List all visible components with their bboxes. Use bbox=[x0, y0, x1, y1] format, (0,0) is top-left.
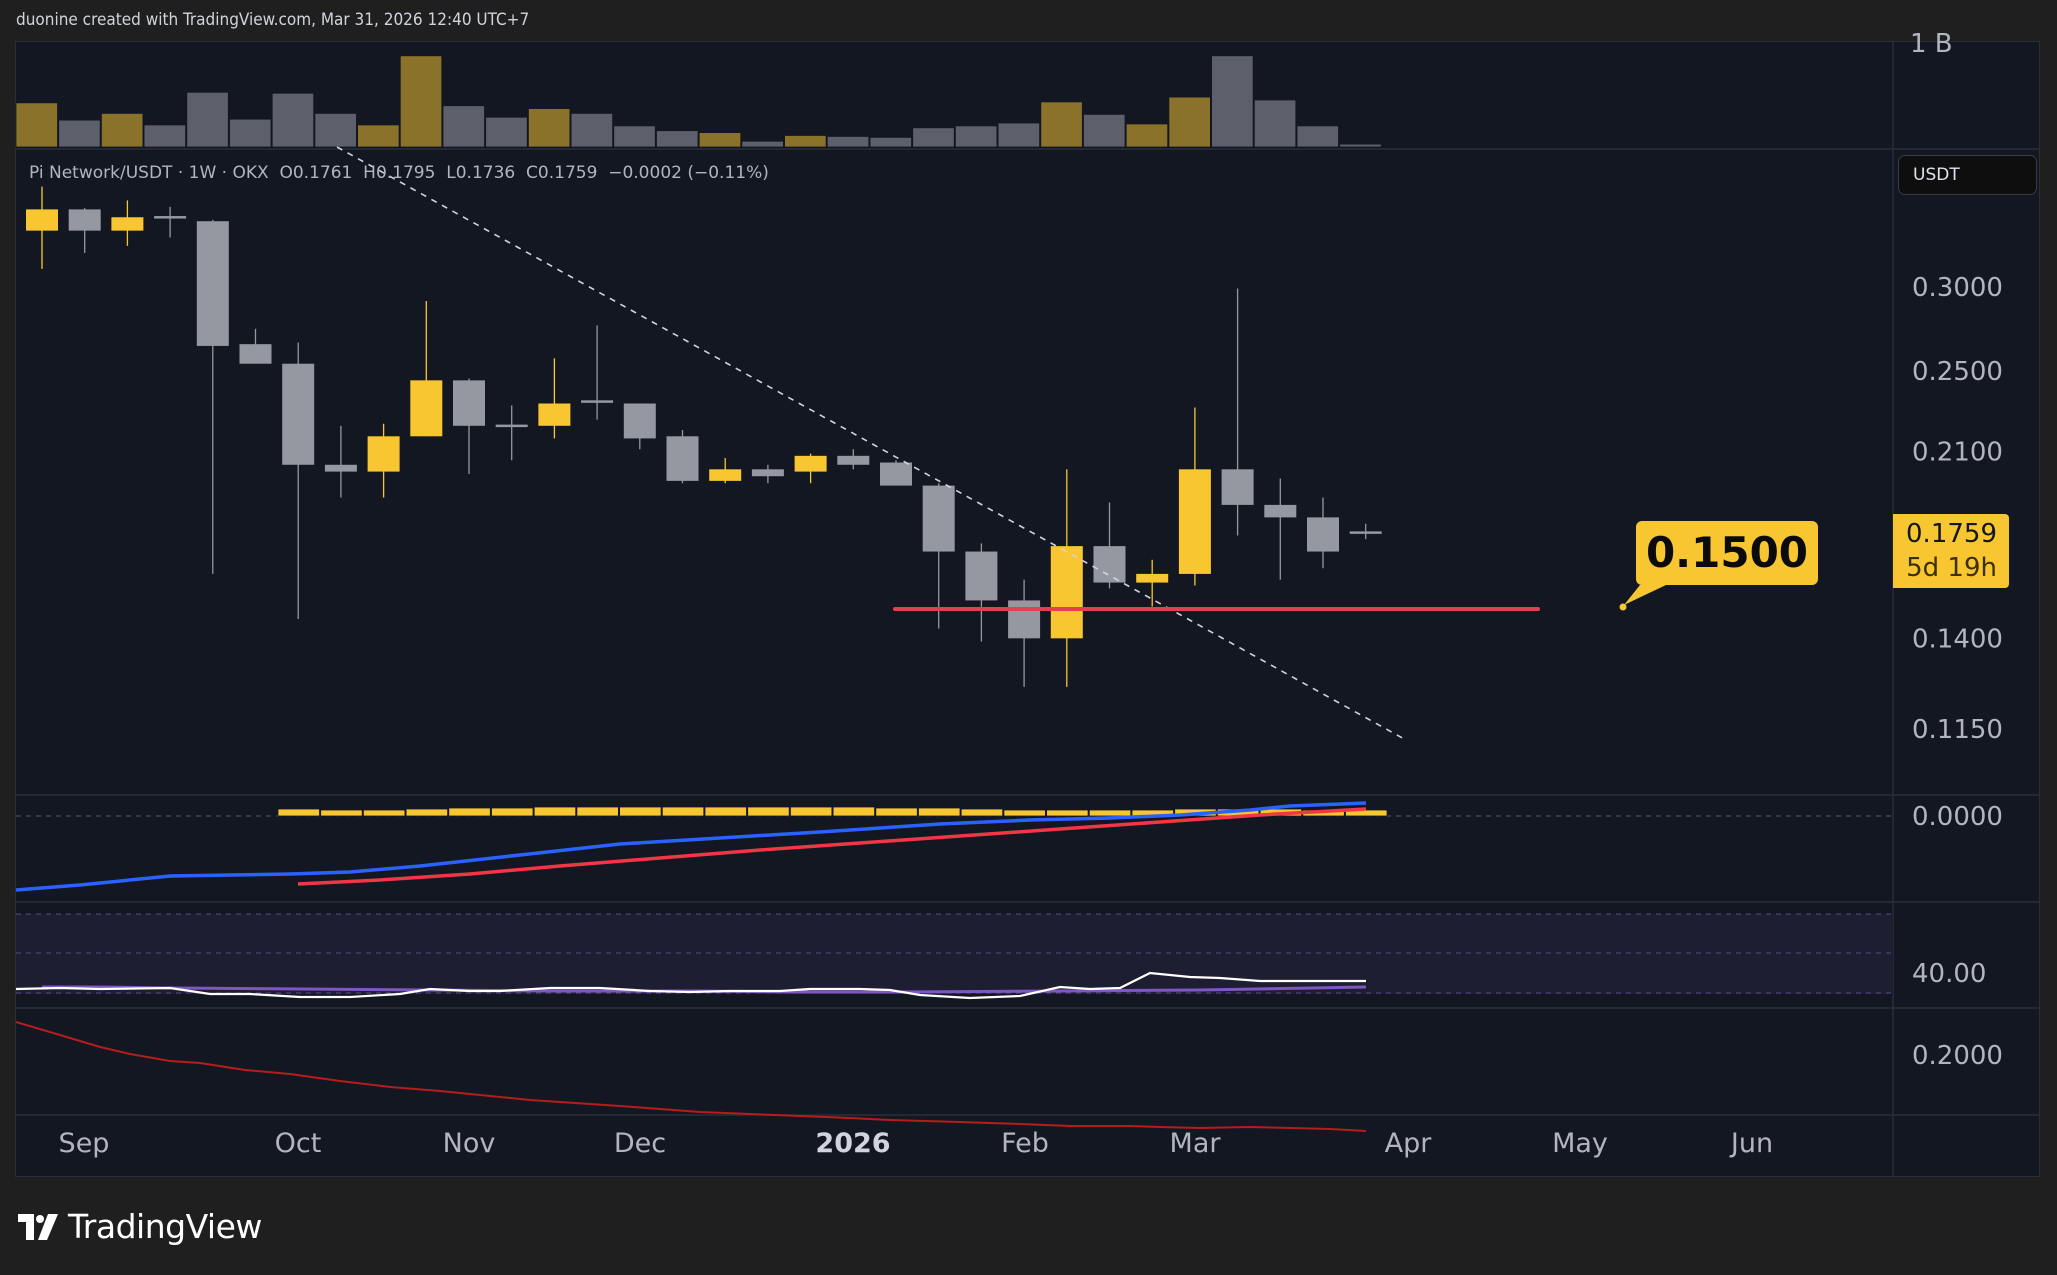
bar-countdown: 5d 19h bbox=[1906, 553, 1997, 583]
candlesticks[interactable] bbox=[26, 186, 1382, 687]
time-axis-label: May bbox=[1552, 1128, 1608, 1159]
price-axis-label: 0.2500 bbox=[1912, 357, 2003, 387]
last-price-tag: 0.1759 5d 19h bbox=[1893, 514, 2009, 588]
signal-line bbox=[297, 807, 1367, 886]
legend-close: C0.1759 bbox=[526, 163, 598, 183]
time-axis-label: Jun bbox=[1730, 1128, 1774, 1159]
currency-button[interactable]: USDT bbox=[1898, 155, 2037, 195]
symbol-legend[interactable]: Pi Network/USDT · 1W · OKX O0.1761 H0.17… bbox=[29, 163, 769, 183]
time-axis-label: Oct bbox=[274, 1128, 322, 1159]
legend-interval: 1W bbox=[188, 163, 217, 183]
dashed-trendline[interactable] bbox=[336, 146, 1407, 741]
rsi-line bbox=[15, 971, 1366, 1000]
time-axis-label: Mar bbox=[1169, 1128, 1221, 1159]
bottom-axis-label: 0.2000 bbox=[1912, 1041, 2003, 1071]
callout-pointer bbox=[1624, 585, 1666, 605]
time-axis-label: Feb bbox=[1001, 1128, 1049, 1159]
price-axis-label: 0.1400 bbox=[1912, 624, 2003, 654]
legend-exchange: OKX bbox=[232, 163, 269, 183]
time-axis-label: Sep bbox=[58, 1128, 110, 1159]
logo-text: TradingView bbox=[68, 1207, 262, 1246]
legend-open: O0.1761 bbox=[279, 163, 353, 183]
attribution-text: duonine created with TradingView.com, Ma… bbox=[16, 10, 530, 30]
last-price-value: 0.1759 bbox=[1906, 519, 1997, 549]
price-axis-label: 0.2100 bbox=[1912, 437, 2003, 467]
rsi-axis-label: 40.00 bbox=[1912, 959, 1986, 989]
time-axis-label: Nov bbox=[442, 1128, 496, 1159]
time-axis-label: Dec bbox=[613, 1128, 667, 1159]
legend-high: H0.1795 bbox=[363, 163, 436, 183]
time-axis-label: Apr bbox=[1384, 1128, 1432, 1159]
tradingview-logo[interactable]: TradingView bbox=[18, 1207, 262, 1246]
indicator-line bbox=[15, 1021, 1367, 1132]
volume-bars bbox=[15, 55, 1382, 148]
legend-change: −0.0002 (−0.11%) bbox=[608, 163, 769, 183]
tradingview-logo-icon bbox=[18, 1213, 58, 1240]
price-callout-label[interactable]: 0.1500 bbox=[1636, 521, 1818, 585]
time-axis-label: 2026 bbox=[815, 1128, 891, 1159]
price-axis-label: 0.1150 bbox=[1912, 715, 2003, 745]
legend-low: L0.1736 bbox=[446, 163, 516, 183]
rsi-band bbox=[16, 914, 1893, 994]
callout-anchor bbox=[1619, 603, 1627, 611]
macd-axis-label: 0.0000 bbox=[1912, 802, 2003, 832]
legend-symbol[interactable]: Pi Network/USDT bbox=[29, 163, 173, 183]
price-axis-label: 0.3000 bbox=[1912, 273, 2003, 303]
volume-axis-label: 1 B bbox=[1910, 29, 1953, 59]
macd-line bbox=[15, 801, 1367, 892]
